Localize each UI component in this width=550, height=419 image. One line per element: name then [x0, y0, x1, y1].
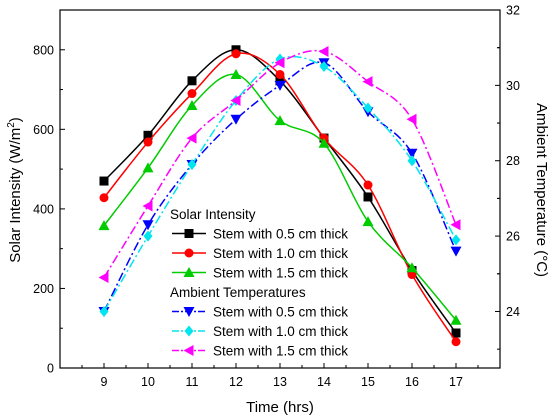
- y-right-tick-label: 28: [506, 154, 520, 168]
- y-right-tick-label: 24: [506, 305, 520, 319]
- data-point: [187, 76, 197, 86]
- legend-marker: [184, 248, 194, 258]
- x-tick-label: 14: [317, 375, 331, 389]
- legend-marker: [183, 345, 194, 356]
- legend-group-title: Solar Intensity: [170, 207, 256, 222]
- data-point: [230, 68, 242, 79]
- data-point: [98, 272, 109, 284]
- data-point: [142, 220, 154, 231]
- data-point: [363, 180, 373, 190]
- series-line: [103, 52, 457, 343]
- y-left-tick-label: 800: [33, 43, 54, 57]
- x-tick-label: 12: [229, 375, 243, 389]
- data-point: [319, 61, 329, 73]
- data-point: [142, 162, 154, 173]
- data-point: [406, 148, 418, 159]
- legend-group-title: Ambient Temperatures: [170, 285, 306, 300]
- legend-label: Stem with 1.0 cm thick: [213, 324, 348, 339]
- legend-label: Stem with 0.5 cm thick: [213, 227, 348, 242]
- x-axis-title: Time (hrs): [246, 399, 314, 416]
- legend-label: Stem with 1.5 cm thick: [213, 266, 348, 281]
- data-point: [407, 155, 417, 167]
- series-solar-3: [98, 68, 462, 325]
- x-tick-label: 13: [273, 375, 287, 389]
- series-temp-3: [98, 45, 461, 284]
- series-solar-2: [99, 49, 461, 347]
- data-point: [187, 89, 197, 99]
- legend-marker: [184, 229, 194, 238]
- y-right-tick-label: 26: [506, 230, 520, 244]
- data-point: [406, 262, 418, 273]
- data-point: [142, 200, 153, 212]
- legend-label: Stem with 0.5 cm thick: [213, 305, 348, 320]
- series-temp-2: [99, 53, 461, 317]
- x-tick-label: 15: [361, 375, 375, 389]
- data-point: [363, 192, 373, 202]
- data-point: [363, 102, 373, 114]
- data-point: [450, 219, 461, 231]
- y-axis-right-title: Ambient Temperature (°C): [533, 103, 550, 277]
- x-tick-label: 17: [449, 375, 463, 389]
- data-point: [451, 234, 461, 246]
- data-point: [143, 130, 153, 140]
- data-point: [407, 270, 417, 280]
- data-point: [231, 49, 241, 59]
- data-point: [186, 99, 198, 110]
- data-point: [230, 94, 241, 106]
- x-tick-label: 16: [405, 375, 419, 389]
- data-point: [99, 176, 109, 186]
- legend-label: Stem with 1.0 cm thick: [213, 246, 348, 261]
- data-point: [187, 159, 197, 171]
- legend-label: Stem with 1.5 cm thick: [213, 344, 348, 359]
- data-point: [275, 69, 285, 79]
- data-point: [186, 132, 197, 144]
- y-right-tick-label: 30: [506, 79, 520, 93]
- data-point: [451, 337, 461, 347]
- y-axis-left-title-superscript: 2: [6, 122, 17, 128]
- data-point: [99, 193, 109, 203]
- data-point: [451, 328, 461, 338]
- data-point: [274, 57, 285, 69]
- data-point: [274, 115, 286, 126]
- y-axis-left-title-close: ): [7, 117, 24, 122]
- data-point: [143, 137, 153, 147]
- y-axis-left-title: Solar Intensity (W/m2): [6, 117, 24, 263]
- series-line: [103, 73, 457, 321]
- data-point: [98, 220, 110, 231]
- y-right-tick-label: 32: [506, 4, 520, 18]
- data-point: [406, 113, 417, 125]
- data-point: [318, 45, 329, 57]
- y-axis-left-title-main: Solar Intensity (W/m: [7, 128, 24, 263]
- data-point: [274, 80, 286, 91]
- data-point: [99, 305, 109, 317]
- x-tick-label: 10: [141, 375, 155, 389]
- legend-marker: [183, 267, 195, 277]
- y-left-tick-label: 400: [33, 202, 54, 216]
- legend-marker: [183, 307, 195, 317]
- data-point: [230, 114, 242, 125]
- y-left-tick-label: 0: [47, 362, 54, 376]
- y-left-tick-label: 200: [33, 282, 54, 296]
- data-point: [362, 76, 373, 88]
- data-point: [450, 314, 462, 325]
- legend-marker: [184, 325, 194, 337]
- x-tick-label: 11: [186, 375, 199, 389]
- data-point: [318, 137, 330, 148]
- data-point: [143, 230, 153, 242]
- x-tick-label: 9: [101, 375, 108, 389]
- data-point: [275, 76, 285, 86]
- y-left-tick-label: 600: [33, 123, 54, 137]
- data-point: [450, 246, 462, 257]
- data-point: [362, 216, 374, 227]
